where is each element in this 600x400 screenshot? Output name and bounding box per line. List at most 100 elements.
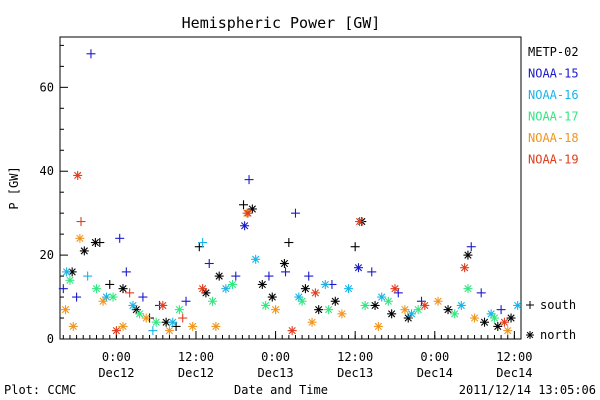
plot-credit: Plot: CCMC	[4, 383, 76, 397]
data-point-north	[198, 284, 208, 294]
x-tick-label-time: 12:00	[496, 350, 532, 364]
data-point-north	[91, 284, 101, 294]
data-point-north	[360, 300, 370, 310]
data-point-north	[463, 250, 473, 260]
data-point-north	[243, 208, 253, 218]
data-point-north	[499, 317, 509, 327]
data-point-north	[67, 267, 77, 277]
data-point-north	[390, 284, 400, 294]
data-point-north	[79, 246, 89, 256]
x-tick-label-date: Dec12	[178, 366, 214, 380]
data-point-north	[506, 313, 516, 323]
data-point-north	[73, 170, 83, 180]
data-point-north	[370, 300, 380, 310]
x-tick-label-date: Dec14	[417, 366, 453, 380]
y-tick-label: 20	[40, 248, 54, 262]
data-point-north	[493, 321, 503, 331]
data-point-south	[72, 292, 82, 302]
data-point-south	[138, 292, 148, 302]
data-point-north	[118, 321, 128, 331]
data-point-north	[68, 321, 78, 331]
x-tick-label-time: 0:00	[261, 350, 290, 364]
data-point-north	[118, 284, 128, 294]
data-point-north	[470, 313, 480, 323]
data-point-south	[239, 200, 249, 210]
data-point-north	[287, 326, 297, 336]
data-point-north	[108, 292, 118, 302]
data-point-north	[271, 305, 281, 315]
data-point-south	[284, 238, 294, 248]
data-point-north	[480, 317, 490, 327]
data-point-north	[208, 296, 218, 306]
data-point-north	[188, 321, 198, 331]
data-point-north	[62, 267, 72, 277]
data-point-north	[297, 296, 307, 306]
data-point-north	[141, 313, 151, 323]
x-tick-label-date: Dec13	[258, 366, 294, 380]
data-point-south	[231, 271, 241, 281]
y-tick-label: 60	[40, 80, 54, 94]
data-point-north	[128, 300, 138, 310]
data-point-north	[314, 305, 324, 315]
data-point-north	[214, 271, 224, 281]
data-point-north	[251, 254, 261, 264]
data-point-north	[353, 263, 363, 273]
legend-entry: NOAA-16	[528, 88, 579, 102]
data-point-south	[125, 288, 135, 298]
data-point-north	[257, 279, 267, 289]
x-tick-label-time: 0:00	[102, 350, 131, 364]
data-point-north	[330, 296, 340, 306]
marker-legend-south: south	[526, 298, 576, 312]
series-legend: METP-02 NOAA-15 NOAA-16 NOAA-17 NOAA-18 NOAA-…	[528, 45, 579, 167]
chart-title: Hemispheric Power [GW]	[182, 14, 381, 32]
data-point-north	[98, 296, 108, 306]
data-point-north	[463, 284, 473, 294]
data-point-north	[174, 305, 184, 315]
plot-timestamp: 2011/12/14 13:05:06	[459, 383, 596, 397]
data-point-south	[244, 175, 254, 185]
data-point-north	[377, 292, 387, 302]
data-point-north	[460, 263, 470, 273]
data-point-north	[413, 305, 423, 315]
marker-legend-label: south	[540, 298, 576, 312]
legend-entry: NOAA-19	[528, 153, 579, 167]
data-point-south	[148, 326, 158, 336]
data-point-north	[279, 259, 289, 268]
marker-legend-north: north	[526, 328, 576, 342]
data-point-north	[383, 296, 393, 306]
data-point-north	[420, 300, 430, 310]
data-point-north	[387, 309, 397, 319]
data-point-north	[400, 305, 410, 315]
data-point-south	[198, 238, 208, 248]
legend-entry: NOAA-18	[528, 131, 579, 145]
data-point-south	[58, 284, 68, 294]
data-point-north	[355, 217, 365, 227]
data-point-north	[456, 300, 466, 310]
data-point-south	[476, 288, 486, 298]
legend-entry: METP-02	[528, 45, 579, 59]
data-point-north	[135, 309, 145, 319]
data-point-north	[61, 305, 71, 315]
data-point-north	[450, 309, 460, 319]
x-tick-label-time: 12:00	[337, 350, 373, 364]
data-point-south	[281, 267, 291, 277]
data-point-south	[178, 313, 188, 323]
data-point-north	[168, 317, 178, 327]
data-point-south	[95, 238, 105, 248]
data-point-north	[307, 317, 317, 327]
plot-frame	[59, 36, 522, 340]
data-point-north	[344, 284, 354, 294]
data-point-south	[76, 217, 86, 227]
data-point-north	[310, 288, 320, 298]
legend-entry: NOAA-17	[528, 110, 579, 124]
data-point-north	[433, 296, 443, 306]
data-point-north	[513, 300, 523, 310]
data-point-north	[65, 275, 75, 285]
data-point-north	[503, 326, 513, 336]
x-axis-label: Date and Time	[234, 383, 328, 397]
data-point-north	[164, 326, 174, 336]
y-tick-label: 0	[47, 332, 54, 346]
data-point-north	[211, 321, 221, 331]
x-axis-ticks: 0:00 Dec12 12:00 Dec12 0:00 Dec13 12:00 Dec13 0:…	[62, 331, 532, 380]
